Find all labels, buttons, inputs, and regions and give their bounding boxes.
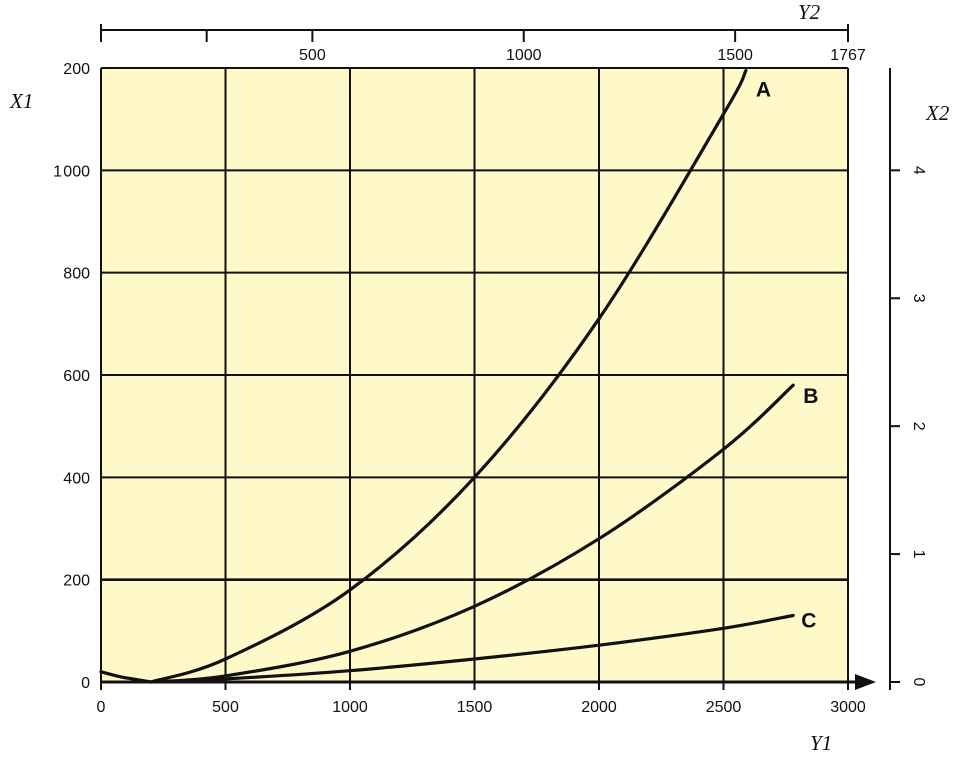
x-bottom-tick-label-1: 500 (212, 699, 239, 716)
x-bottom-axis-title: Y1 (810, 731, 832, 755)
y-right-tick-label-4: 4 (910, 166, 927, 175)
curves (99, 69, 795, 684)
ticks (100, 30, 900, 690)
x-bottom-tick-label-0: 0 (97, 699, 106, 716)
y-right-tick-label-2: 2 (910, 422, 927, 431)
y-right-axis-title: X2 (925, 101, 950, 125)
x-bottom-tick-label-2: 1000 (332, 699, 368, 716)
y-left-tick-label-1: 200 (63, 573, 90, 590)
x-bottom-tick-label-4: 2000 (581, 699, 617, 716)
series-label-c: C (801, 609, 816, 632)
y-left-tick-label-5: 1 000 (53, 163, 90, 180)
y-left-axis-title: X1 (9, 89, 33, 113)
y-left-tick-label-3: 600 (63, 368, 90, 385)
x-bottom-tick-label-5: 2500 (706, 699, 742, 716)
x-bottom-tick-label-3: 1500 (457, 699, 493, 716)
x-top-tick-label-0: 500 (299, 47, 326, 64)
x-top-tick-label-2: 1500 (717, 47, 753, 64)
x-top-tick-label-3: 1767 (830, 47, 866, 64)
x-top-tick-label-1: 1000 (506, 47, 542, 64)
x-bottom-tick-label-6: 3000 (830, 699, 866, 716)
y-left-tick-label-6: 200 (63, 61, 90, 78)
axes (100, 24, 891, 690)
series-line-c (154, 613, 795, 684)
y-right-tick-label-3: 3 (910, 294, 927, 303)
series-line-b (149, 383, 795, 684)
y-left-tick-label-0: 0 (81, 675, 90, 692)
x-axis-arrow (855, 674, 876, 690)
y-left-tick-label-2: 400 (63, 470, 90, 487)
series-line-extension (99, 670, 153, 684)
y-right-tick-label-1: 1 (910, 550, 927, 559)
series-label-b: B (803, 385, 818, 408)
x-top-axis-title: Y2 (798, 0, 821, 24)
y-left-tick-label-4: 800 (63, 266, 90, 283)
y-right-tick-label-0: 0 (910, 678, 927, 687)
series-line-a (149, 69, 748, 684)
series-label-a: A (756, 79, 771, 102)
